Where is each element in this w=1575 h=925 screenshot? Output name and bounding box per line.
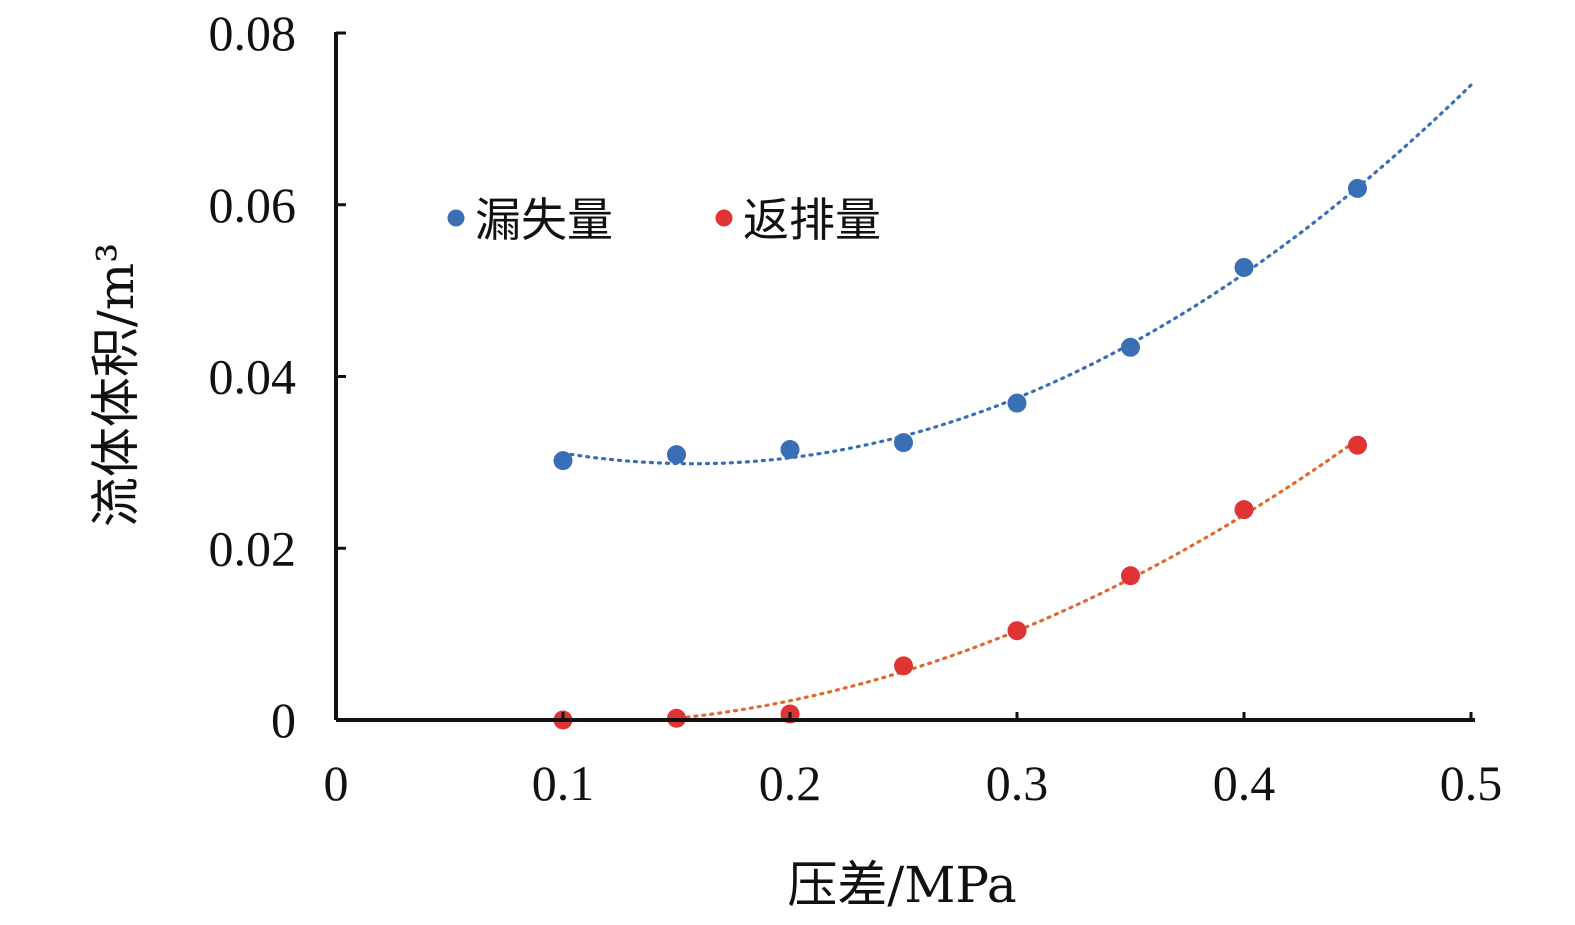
data-point-leak: [1121, 337, 1140, 357]
legend-item-flowback: 返排量: [715, 193, 881, 247]
data-points: [553, 178, 1367, 730]
data-point-flowback: [1007, 621, 1027, 641]
x-tick-label: 0.4: [1213, 755, 1276, 811]
data-point-leak: [553, 451, 573, 471]
y-axis-title: 流体体积/m³: [87, 243, 145, 527]
x-tick-label: 0.3: [986, 755, 1049, 811]
data-point-flowback: [1121, 566, 1140, 586]
x-tick-label: 0.1: [532, 755, 595, 811]
y-tick-label: 0.02: [209, 520, 297, 576]
x-tick-label: 0: [324, 755, 349, 811]
data-point-leak: [1007, 393, 1027, 413]
data-point-leak: [894, 433, 913, 453]
y-tick-label: 0.08: [209, 5, 297, 61]
legend-marker-leak: [447, 209, 465, 227]
data-point-leak: [1348, 178, 1367, 198]
data-point-flowback: [894, 656, 913, 676]
data-point-leak: [667, 445, 686, 465]
y-tick-label: 0.06: [209, 177, 297, 233]
legend-marker-flowback: [715, 209, 733, 227]
trendline-flowback: [629, 438, 1360, 722]
y-tick-label: 0: [271, 692, 296, 748]
axes: [334, 32, 1475, 722]
data-point-flowback: [1348, 435, 1367, 455]
legend-label-flowback: 返排量: [743, 193, 881, 247]
legend: 漏失量 返排量: [447, 193, 881, 247]
legend-label-leak: 漏失量: [475, 193, 613, 247]
y-tick-label: 0.04: [209, 349, 297, 405]
data-point-leak: [1234, 257, 1254, 277]
data-point-leak: [780, 439, 800, 459]
x-axis-title: 压差/MPa: [787, 856, 1016, 914]
legend-item-leak: 漏失量: [447, 193, 613, 247]
x-tick-label: 0.2: [759, 755, 822, 811]
x-tick-label: 0.5: [1440, 755, 1503, 811]
ticks: 0 0.1 0.2 0.3 0.4 0.5 0 0.02 0.04 0.06 0.08: [209, 5, 1503, 811]
data-point-flowback: [1234, 500, 1254, 520]
